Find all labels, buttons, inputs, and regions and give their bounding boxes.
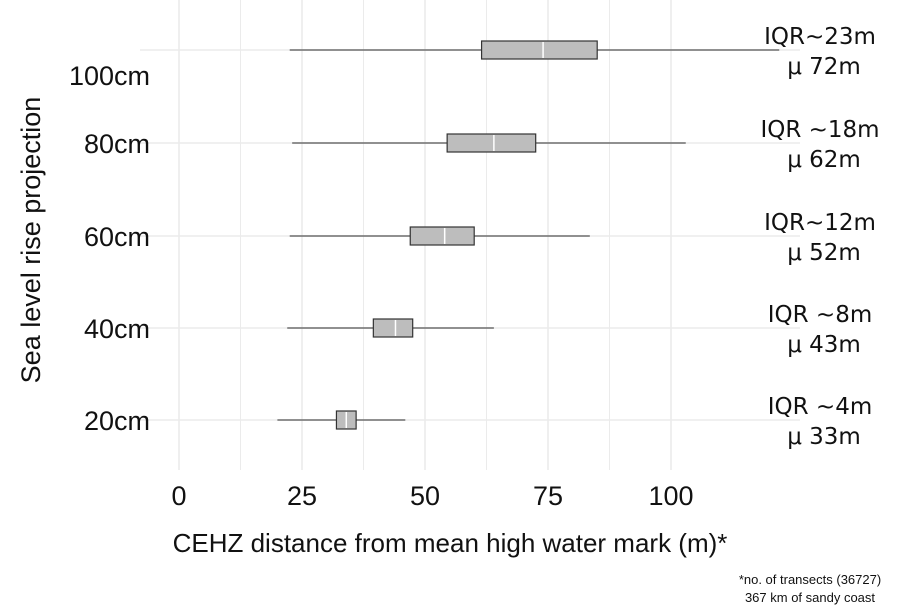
box-100cm	[289, 40, 780, 60]
box-annotations: IQR ~4m μ 33m IQR ~8m μ 43m IQR~12m μ 52m IQR …	[760, 24, 879, 450]
y-tick-60cm: 60cm	[84, 222, 150, 252]
footnote-line-1: *no. of transects (36727)	[739, 572, 881, 587]
y-tick-20cm: 20cm	[84, 406, 150, 436]
box-series	[277, 40, 780, 430]
y-tick-40cm: 40cm	[84, 314, 150, 344]
box-iqr	[372, 318, 414, 338]
x-axis-title: CEHZ distance from mean high water mark …	[173, 528, 728, 558]
iqr-annotation-60cm: IQR~12m	[764, 210, 876, 236]
mean-annotation-80cm: μ 62m	[787, 147, 861, 173]
y-axis-title: Sea level rise projection	[16, 97, 46, 384]
mean-annotation-40cm: μ 43m	[787, 332, 861, 358]
x-tick-0: 0	[171, 481, 186, 511]
mean-annotation-20cm: μ 33m	[787, 424, 861, 450]
box-60cm	[289, 226, 590, 246]
mean-annotation-60cm: μ 52m	[787, 240, 861, 266]
x-tick-75: 75	[533, 481, 563, 511]
box-iqr	[409, 226, 475, 246]
mean-annotation-100cm: μ 72m	[787, 54, 861, 80]
x-tick-25: 25	[287, 481, 317, 511]
x-tick-50: 50	[410, 481, 440, 511]
box-iqr	[480, 40, 598, 60]
iqr-annotation-20cm: IQR ~4m	[768, 394, 873, 420]
footnote-line-2: 367 km of sandy coast	[745, 590, 875, 605]
y-tick-100cm: 100cm	[69, 61, 150, 91]
box-20cm	[277, 410, 406, 430]
box-iqr	[446, 133, 537, 153]
box-40cm	[287, 318, 494, 338]
x-tick-100: 100	[648, 481, 693, 511]
box-80cm	[292, 133, 686, 153]
iqr-annotation-80cm: IQR ~18m	[760, 117, 879, 143]
iqr-annotation-40cm: IQR ~8m	[768, 302, 873, 328]
iqr-annotation-100cm: IQR~23m	[764, 24, 876, 50]
y-tick-80cm: 80cm	[84, 129, 150, 159]
x-tick-labels: 0 25 50 75 100	[171, 481, 693, 511]
y-tick-labels: 20cm 40cm 60cm 80cm 100cm	[69, 61, 150, 436]
